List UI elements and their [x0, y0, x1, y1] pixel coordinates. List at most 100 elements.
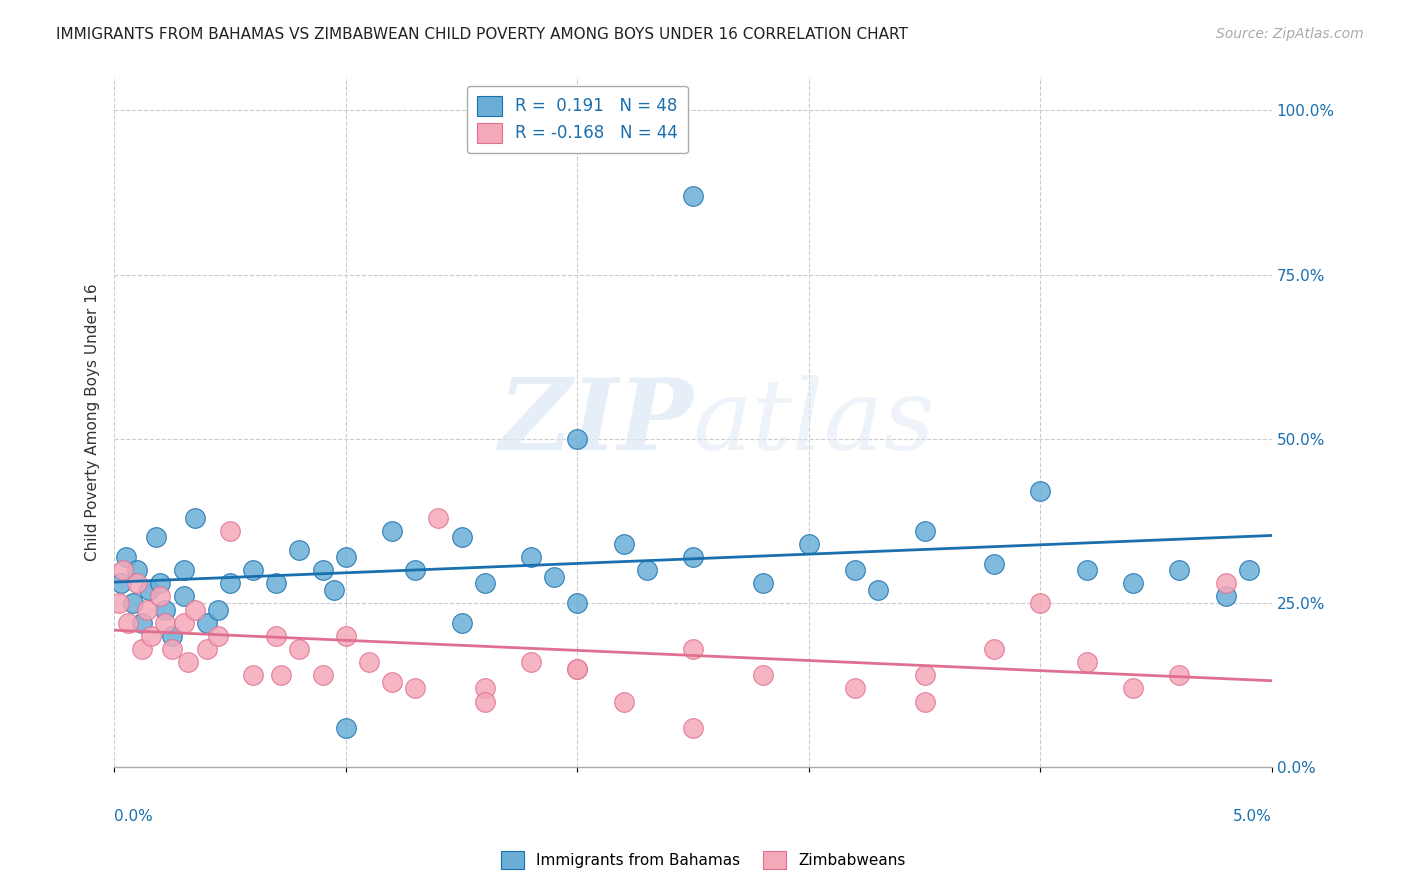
Point — [335, 549, 357, 564]
Point — [450, 530, 472, 544]
Point — [177, 655, 200, 669]
Point — [751, 576, 773, 591]
Point — [914, 524, 936, 538]
Point — [567, 596, 589, 610]
Point — [121, 596, 143, 610]
Point — [335, 721, 357, 735]
Point — [141, 629, 163, 643]
Legend: Immigrants from Bahamas, Zimbabweans: Immigrants from Bahamas, Zimbabweans — [495, 845, 911, 875]
Point — [844, 681, 866, 696]
Point — [1029, 596, 1052, 610]
Point — [613, 537, 636, 551]
Point — [160, 629, 183, 643]
Point — [207, 629, 229, 643]
Point — [1122, 576, 1144, 591]
Point — [983, 557, 1005, 571]
Point — [264, 576, 287, 591]
Point — [357, 655, 380, 669]
Point — [311, 563, 333, 577]
Y-axis label: Child Poverty Among Boys Under 16: Child Poverty Among Boys Under 16 — [86, 284, 100, 561]
Point — [682, 721, 704, 735]
Point — [682, 642, 704, 657]
Point — [173, 563, 195, 577]
Point — [195, 642, 218, 657]
Point — [173, 590, 195, 604]
Text: 0.0%: 0.0% — [114, 809, 153, 823]
Text: 5.0%: 5.0% — [1233, 809, 1272, 823]
Point — [153, 602, 176, 616]
Point — [613, 695, 636, 709]
Point — [112, 563, 135, 577]
Point — [474, 681, 496, 696]
Point — [1215, 576, 1237, 591]
Point — [1122, 681, 1144, 696]
Point — [914, 668, 936, 682]
Point — [1168, 563, 1191, 577]
Text: atlas: atlas — [693, 375, 936, 470]
Point — [567, 662, 589, 676]
Text: ZIP: ZIP — [498, 374, 693, 471]
Point — [1076, 563, 1098, 577]
Point — [797, 537, 820, 551]
Point — [219, 576, 242, 591]
Point — [114, 549, 136, 564]
Point — [474, 576, 496, 591]
Point — [381, 674, 404, 689]
Point — [1237, 563, 1260, 577]
Point — [184, 510, 207, 524]
Point — [1076, 655, 1098, 669]
Point — [242, 668, 264, 682]
Point — [567, 432, 589, 446]
Point — [450, 615, 472, 630]
Point — [117, 615, 139, 630]
Point — [108, 596, 131, 610]
Point — [131, 642, 153, 657]
Point — [135, 602, 157, 616]
Point — [381, 524, 404, 538]
Point — [149, 576, 172, 591]
Point — [914, 695, 936, 709]
Point — [1215, 590, 1237, 604]
Point — [153, 615, 176, 630]
Point — [682, 549, 704, 564]
Point — [138, 582, 160, 597]
Text: Source: ZipAtlas.com: Source: ZipAtlas.com — [1216, 27, 1364, 41]
Point — [567, 662, 589, 676]
Point — [288, 642, 311, 657]
Point — [983, 642, 1005, 657]
Point — [335, 629, 357, 643]
Point — [682, 188, 704, 202]
Point — [264, 629, 287, 643]
Point — [288, 543, 311, 558]
Point — [207, 602, 229, 616]
Point — [1029, 484, 1052, 499]
Point — [636, 563, 658, 577]
Point — [270, 668, 292, 682]
Point — [184, 602, 207, 616]
Legend: R =  0.191   N = 48, R = -0.168   N = 44: R = 0.191 N = 48, R = -0.168 N = 44 — [467, 86, 688, 153]
Point — [474, 695, 496, 709]
Point — [110, 576, 132, 591]
Point — [1168, 668, 1191, 682]
Point — [131, 615, 153, 630]
Point — [127, 563, 149, 577]
Point — [543, 570, 565, 584]
Point — [323, 582, 346, 597]
Point — [404, 563, 426, 577]
Point — [311, 668, 333, 682]
Point — [404, 681, 426, 696]
Point — [427, 510, 450, 524]
Point — [844, 563, 866, 577]
Point — [868, 582, 890, 597]
Point — [219, 524, 242, 538]
Point — [160, 642, 183, 657]
Point — [751, 668, 773, 682]
Text: IMMIGRANTS FROM BAHAMAS VS ZIMBABWEAN CHILD POVERTY AMONG BOYS UNDER 16 CORRELAT: IMMIGRANTS FROM BAHAMAS VS ZIMBABWEAN CH… — [56, 27, 908, 42]
Point — [173, 615, 195, 630]
Point — [195, 615, 218, 630]
Point — [145, 530, 167, 544]
Point — [149, 590, 172, 604]
Point — [127, 576, 149, 591]
Point — [520, 549, 543, 564]
Point — [242, 563, 264, 577]
